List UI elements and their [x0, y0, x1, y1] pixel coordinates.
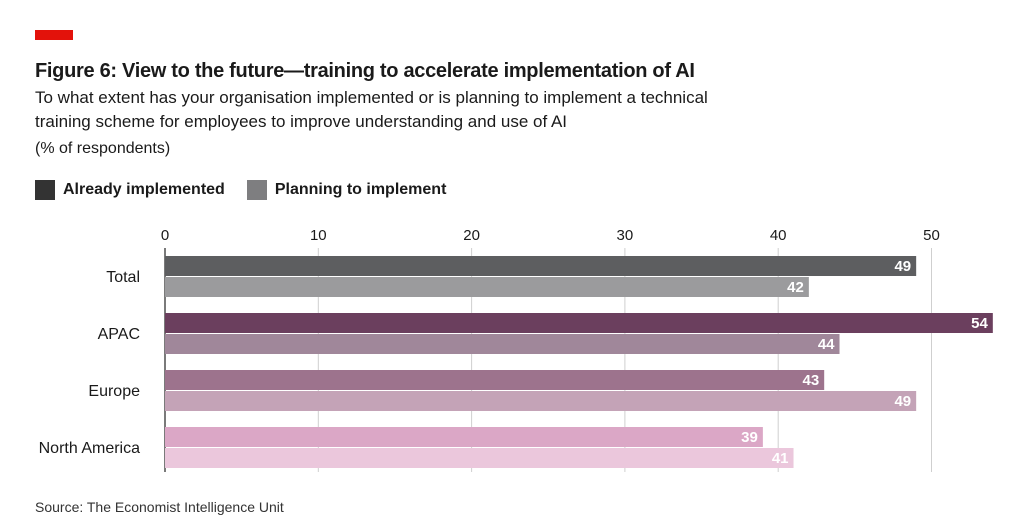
chart-unit-label: (% of respondents) — [35, 140, 171, 157]
legend-item-already-implemented: Already implemented — [35, 180, 225, 200]
x-tick-label: 0 — [161, 227, 169, 244]
bar-apac-already-implemented — [165, 313, 993, 333]
data-label-north-america-already-implemented: 39 — [741, 429, 758, 446]
data-label-apac-already-implemented: 54 — [971, 315, 988, 332]
legend-label-already-implemented: Already implemented — [63, 181, 225, 198]
x-tick-label: 10 — [310, 227, 327, 244]
bar-apac-planning-to-implement — [165, 334, 840, 354]
brand-tag — [35, 30, 73, 40]
data-label-apac-planning-to-implement: 44 — [818, 336, 835, 353]
bar-north-america-planning-to-implement — [165, 448, 794, 468]
legend: Already implemented Planning to implemen… — [35, 180, 468, 200]
legend-swatch-already-implemented — [35, 180, 55, 200]
bar-total-planning-to-implement — [165, 277, 809, 297]
x-tick-label: 40 — [770, 227, 787, 244]
data-label-total-planning-to-implement: 42 — [787, 279, 804, 296]
data-label-total-already-implemented: 49 — [894, 258, 911, 275]
legend-item-planning-to-implement: Planning to implement — [246, 180, 447, 200]
x-tick-label: 20 — [463, 227, 480, 244]
data-label-europe-planning-to-implement: 49 — [894, 393, 911, 410]
category-label-apac: APAC — [98, 326, 140, 343]
x-tick-label: 50 — [923, 227, 940, 244]
chart-title: Figure 6: View to the future—training to… — [35, 60, 695, 82]
category-label-total: Total — [106, 269, 140, 286]
data-label-north-america-planning-to-implement: 41 — [772, 450, 789, 467]
data-label-europe-already-implemented: 43 — [803, 372, 820, 389]
category-label-europe: Europe — [88, 383, 140, 400]
legend-swatch-planning-to-implement — [246, 180, 267, 200]
chart-subtitle: To what extent has your organisation imp… — [35, 88, 708, 131]
category-label-north-america: North America — [39, 440, 140, 457]
bar-north-america-already-implemented — [165, 427, 763, 447]
bar-europe-already-implemented — [165, 370, 825, 390]
bar-europe-planning-to-implement — [165, 391, 917, 411]
bar-total-already-implemented — [165, 256, 917, 276]
x-tick-label: 30 — [617, 227, 634, 244]
legend-label-planning-to-implement: Planning to implement — [274, 181, 447, 198]
source-note: Source: The Economist Intelligence Unit — [35, 499, 284, 515]
